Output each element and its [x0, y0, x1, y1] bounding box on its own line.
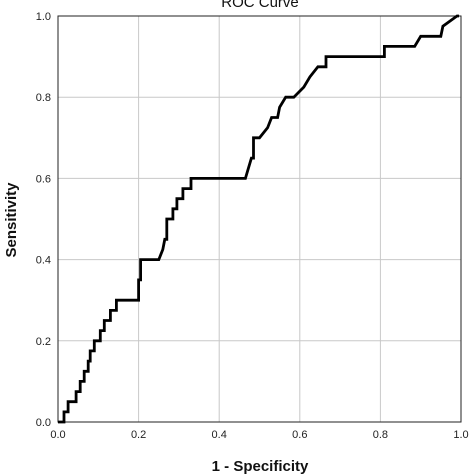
plot-frame: [57, 15, 462, 423]
y-tick-label: 0.8: [36, 92, 51, 104]
roc-curve-line: [58, 14, 459, 424]
x-tick-label: 1.0: [453, 429, 468, 441]
y-tick-label: 0.2: [36, 336, 51, 348]
grid-lines: [58, 16, 461, 422]
x-tick-label: 0.0: [50, 429, 65, 441]
y-tick-label: 1.0: [36, 11, 51, 23]
tick-labels: 0.0 0.2 0.4 0.6 0.8 1.0 0.0 0.2 0.4 0.6 0.8 1.0: [36, 11, 469, 441]
chart-title: ROC Curve: [221, 0, 299, 11]
y-tick-label: 0.6: [36, 173, 51, 185]
y-axis-label: Sensitivity: [3, 182, 20, 258]
x-tick-label: 0.6: [292, 429, 307, 441]
y-tick-label: 0.4: [36, 255, 51, 267]
x-tick-label: 0.4: [212, 429, 227, 441]
y-tick-label: 0.0: [36, 417, 51, 429]
x-tick-label: 0.2: [131, 429, 146, 441]
x-tick-label: 0.8: [373, 429, 388, 441]
x-axis-label: 1 - Specificity: [212, 458, 309, 474]
